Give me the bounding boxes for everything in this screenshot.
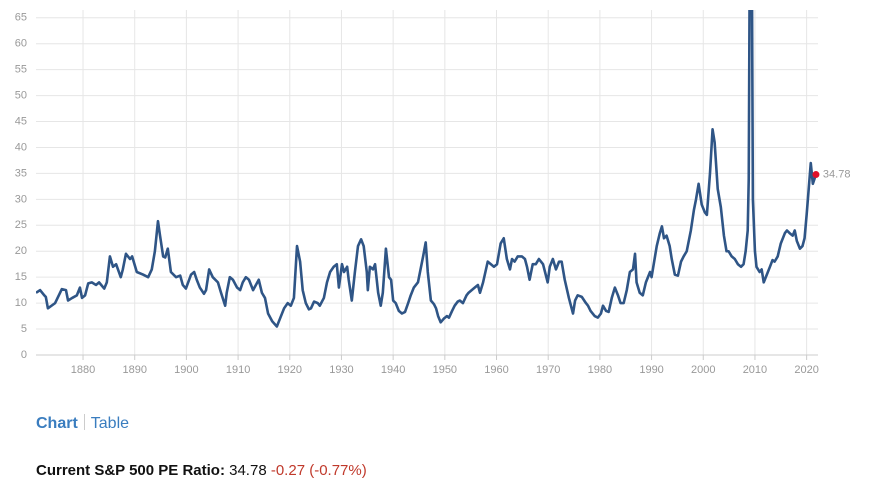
x-tick-label: 2020 [794,364,818,376]
y-tick-label: 25 [15,219,27,231]
x-tick-label: 2000 [691,364,715,376]
y-tick-label: 55 [15,64,27,76]
table-tab[interactable]: Table [90,415,130,432]
y-tick-label: 35 [15,167,27,179]
x-tick-label: 1880 [71,364,95,376]
last-point [812,171,820,179]
x-tick-label: 2010 [743,364,767,376]
y-tick-label: 45 [15,115,27,127]
summary-value: 34.78 [229,462,267,479]
x-tick-label: 1980 [588,364,612,376]
y-tick-label: 10 [15,297,27,309]
summary-change: -0.27 (-0.77%) [270,462,367,479]
y-tick-label: 40 [15,141,27,153]
x-tick-label: 1940 [381,364,405,376]
y-tick-label: 15 [15,271,27,283]
tabs: Chart Table [36,414,129,433]
x-tick-label: 1930 [329,364,353,376]
x-tick-label: 1910 [226,364,250,376]
chart: 0 5 10 15 20 25 30 35 40 45 50 55 60 65 1880 1890 1900 19… [15,10,851,376]
x-tick-label: 1920 [278,364,302,376]
summary: Current S&P 500 PE Ratio: 34.78 -0.27 (-… [36,462,367,479]
separator [83,414,85,430]
last-value-label: 34.78 [823,168,851,180]
x-tick-label: 1970 [536,364,560,376]
x-tick-label: 1950 [433,364,457,376]
x-tick-label: 1960 [484,364,508,376]
x-tick-label: 1990 [639,364,663,376]
y-tick-label: 30 [15,193,27,205]
x-tick-label: 1900 [174,364,198,376]
pe-line [36,10,818,328]
chart-tab[interactable]: Chart [36,415,78,432]
y-tick-label: 65 [15,12,27,24]
y-tick-label: 50 [15,90,27,102]
y-tick-label: 0 [21,349,27,361]
y-tick-label: 20 [15,245,27,257]
y-tick-label: 60 [15,38,27,50]
x-tick-label: 1890 [122,364,146,376]
y-tick-label: 5 [21,323,27,335]
summary-label: Current S&P 500 PE Ratio: [36,462,225,479]
